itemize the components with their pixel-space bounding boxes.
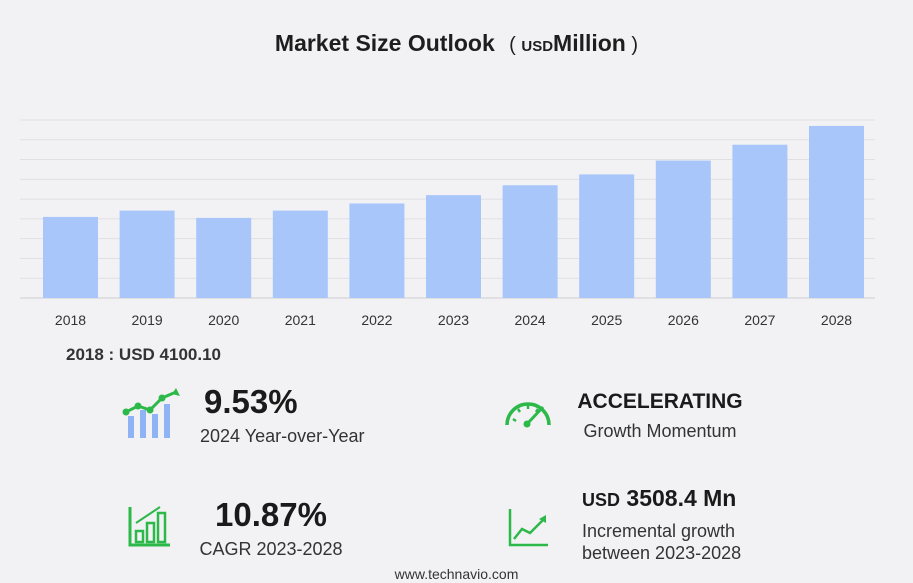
incremental-label-line1: Incremental growth [582,521,736,541]
bar-2025 [579,174,635,298]
bar-2020 [196,217,252,298]
yoy-label: 2024 Year-over-Year [200,426,365,446]
bar-2022 [349,203,405,298]
bar-2021 [272,210,328,298]
speedometer-icon [505,402,551,428]
cagr-value: 10.87% [215,496,327,533]
bar-chart: 2018 2019 2020 2021 2022 2023 2024 2025 2026 2027… [20,119,875,328]
chart-title-main: Market Size Outlook [274,30,495,56]
x-tick-label: 2024 [515,312,546,328]
bar-2026 [655,160,711,298]
momentum-stat: ACCELERATING Growth Momentum [570,390,750,442]
unit-scale: Million [553,30,626,56]
growth-chart-icon [122,388,180,438]
unit-currency: USD [521,38,554,55]
bar-2027 [732,144,788,298]
trend-line-icon [508,509,548,547]
bar-2028 [809,125,864,298]
bar-2018 [43,216,98,298]
x-tick-label: 2020 [208,312,239,328]
x-tick-label: 2025 [591,312,622,328]
incremental-label-line2: between 2023-2028 [582,543,742,563]
incremental-value: 3508.4 Mn [626,485,737,511]
incremental-value-row: USD 3508.4 Mn [582,486,741,512]
bar-2019 [119,210,175,298]
x-tick-label: 2018 [55,312,86,328]
incremental-stat: USD 3508.4 Mn Incremental growth between… [582,486,741,564]
x-tick-label: 2028 [821,312,852,328]
momentum-label: Growth Momentum [583,421,737,441]
cagr-stat: 10.87% CAGR 2023-2028 [193,498,349,560]
base-year-value: 2018 : USD 4100.10 [66,345,221,364]
bar-2024 [502,185,558,298]
x-tick-label: 2026 [668,312,699,328]
yoy-stat: 9.53% 2024 Year-over-Year [200,385,364,447]
x-tick-label: 2019 [132,312,163,328]
bar-chart-icon [128,506,170,547]
chart-title-unit: ( USDMillion ) [509,30,639,56]
chart-title: Market Size Outlook ( USDMillion ) [0,30,913,57]
x-tick-label: 2022 [361,312,392,328]
yoy-value: 9.53% [204,383,298,420]
cagr-label: CAGR 2023-2028 [199,539,343,559]
x-tick-label: 2021 [285,312,316,328]
footer-website[interactable]: www.technavio.com [394,566,519,582]
incremental-currency: USD [582,490,621,510]
momentum-value: ACCELERATING [577,390,743,413]
x-tick-label: 2027 [744,312,775,328]
bar-2023 [426,195,481,298]
x-tick-label: 2023 [438,312,469,328]
